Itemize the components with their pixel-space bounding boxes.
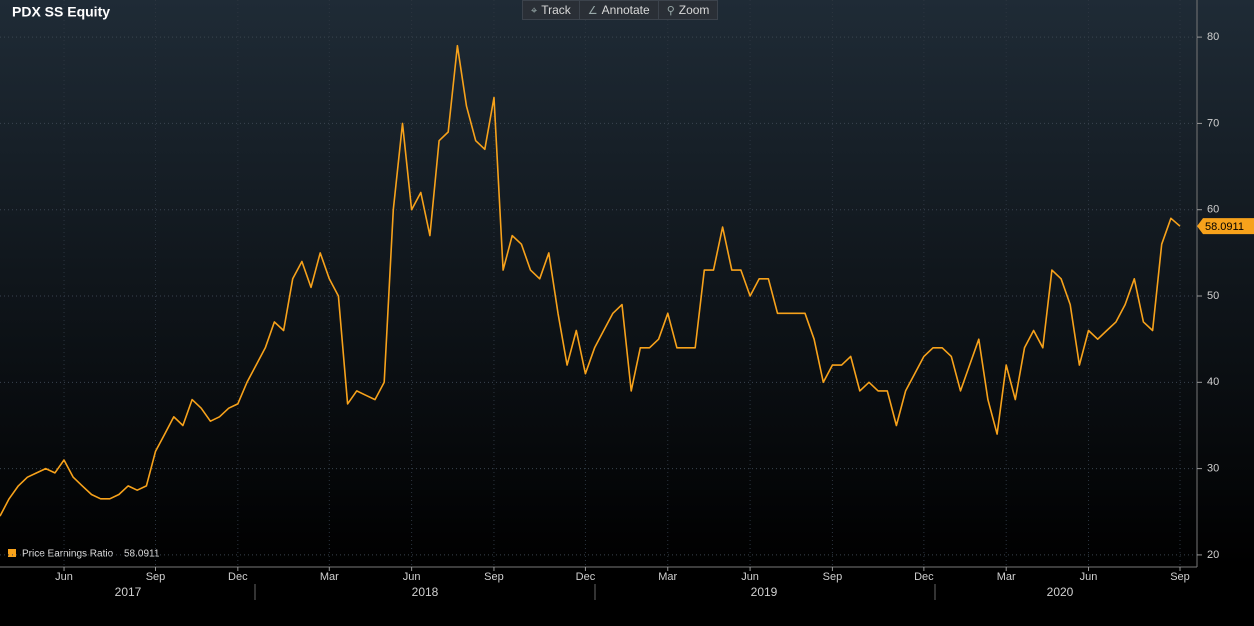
y-tick-label: 20	[1207, 549, 1219, 561]
y-tick-label: 30	[1207, 463, 1219, 475]
legend-value: 58.0911	[124, 549, 160, 560]
y-tick-label: 50	[1207, 290, 1219, 302]
x-tick-label: Jun	[403, 571, 421, 583]
year-label: 2018	[412, 585, 439, 599]
annotate-button[interactable]: ∠ Annotate	[580, 1, 659, 19]
x-tick-label: Sep	[146, 571, 166, 583]
x-tick-label: Dec	[576, 571, 596, 583]
x-tick-label: Sep	[1170, 571, 1190, 583]
x-tick-label: Mar	[320, 571, 339, 583]
y-tick-label: 60	[1207, 204, 1219, 216]
year-label: 2017	[115, 585, 142, 599]
button-label: Annotate	[601, 3, 650, 17]
x-tick-label: Sep	[823, 571, 843, 583]
x-tick-label: Jun	[55, 571, 73, 583]
year-label: 2019	[751, 585, 778, 599]
plot-background	[0, 0, 1254, 567]
last-value-label: 58.0911	[1205, 221, 1244, 233]
button-label: Zoom	[678, 3, 710, 17]
year-label: 2020	[1047, 585, 1074, 599]
y-tick-label: 70	[1207, 117, 1219, 129]
toolbar: ⌖ Track ∠ Annotate ⚲ Zoom	[522, 0, 719, 20]
track-button[interactable]: ⌖ Track	[523, 1, 580, 19]
x-tick-label: Sep	[484, 571, 504, 583]
x-tick-label: Jun	[741, 571, 759, 583]
legend-swatch	[8, 549, 16, 557]
chart-title: PDX SS Equity	[12, 4, 110, 20]
y-tick-label: 40	[1207, 376, 1219, 388]
x-tick-label: Mar	[658, 571, 677, 583]
x-tick-label: Dec	[914, 571, 934, 583]
zoom-button[interactable]: ⚲ Zoom	[666, 3, 710, 17]
x-tick-label: Jun	[1080, 571, 1098, 583]
x-tick-label: Dec	[228, 571, 248, 583]
x-tick-label: Mar	[997, 571, 1016, 583]
y-tick-label: 80	[1207, 31, 1219, 43]
series-line	[0, 44, 1181, 517]
last-value-tag	[1197, 218, 1254, 235]
legend-label: Price Earnings Ratio	[22, 549, 114, 560]
button-label: Track	[541, 3, 571, 17]
